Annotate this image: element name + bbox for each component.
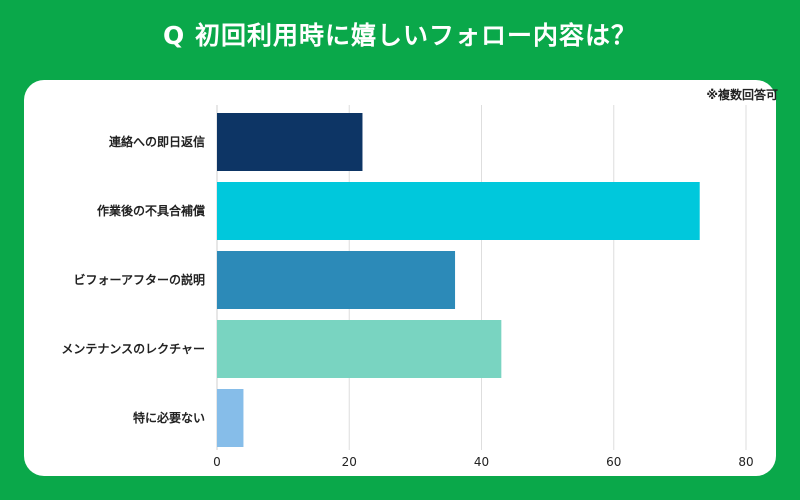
x-tick-label: 20 (342, 455, 357, 469)
x-tick-label: 80 (738, 455, 753, 469)
category-label: 作業後の不具合補償 (97, 203, 206, 218)
multiple-answers-note: ※複数回答可 (706, 88, 778, 102)
category-label: メンテナンスのレクチャー (61, 342, 205, 356)
category-label: 連絡への即日返信 (109, 134, 205, 149)
x-tick-label: 60 (606, 455, 621, 469)
bar-4 (217, 320, 502, 378)
x-tick-label: 40 (474, 455, 489, 469)
category-label: ビフォーアフターの説明 (73, 272, 205, 287)
bar-5 (217, 389, 244, 447)
bar-3 (217, 251, 456, 309)
bar-1 (217, 113, 363, 171)
bar-2 (217, 182, 700, 240)
category-label: 特に必要ない (133, 410, 205, 425)
x-tick-label: 0 (213, 455, 221, 469)
chart-title: Q 初回利用時に嬉しいフォロー内容は？ (163, 21, 637, 50)
category-labels: 連絡への即日返信作業後の不具合補償ビフォーアフターの説明メンテナンスのレクチャー… (61, 134, 206, 425)
bars (217, 113, 700, 447)
x-tick-labels: 0 20 40 60 80 (213, 455, 753, 469)
